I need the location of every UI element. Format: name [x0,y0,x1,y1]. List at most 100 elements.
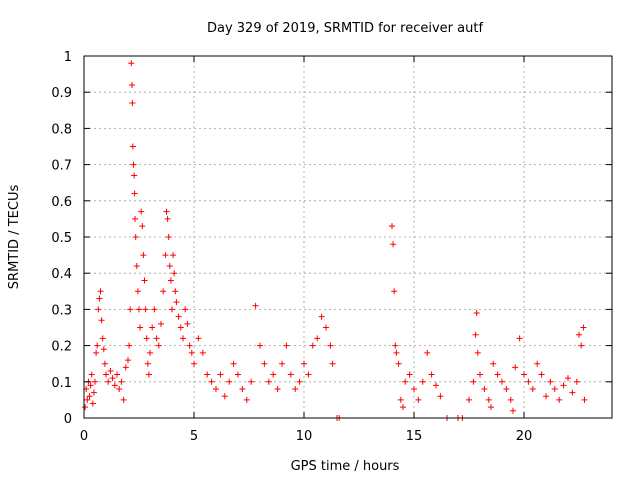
data-point [437,393,444,400]
data-point [186,342,193,349]
data-point [390,241,397,248]
data-point [160,288,167,295]
data-point [109,375,116,382]
data-point [133,262,140,269]
data-point [164,215,171,222]
data-point [128,60,135,67]
data-point [188,349,195,356]
data-point [137,324,144,331]
data-point [88,371,95,378]
data-point [466,396,472,403]
data-point [120,396,127,403]
y-tick-label: 0.8 [51,122,72,137]
data-point [521,371,527,378]
data-point [208,378,215,385]
data-point [392,342,399,349]
data-point [149,324,156,331]
data-point [131,172,138,179]
data-points [82,60,588,421]
data-point [389,223,395,230]
y-axis-label: SRMTID / TECUs [7,185,22,290]
x-tick-label: 10 [296,429,313,444]
y-tick-label: 0 [64,412,72,427]
data-point [538,371,545,378]
data-point [406,371,413,378]
y-tick-label: 0.3 [51,303,72,318]
data-point [565,375,571,382]
data-point [151,306,158,313]
data-point [400,404,406,411]
data-point [184,320,191,327]
data-point [516,335,523,342]
data-point [470,378,477,385]
data-point [323,324,329,331]
data-point [512,364,519,371]
data-point [411,386,417,393]
data-point [296,378,303,385]
data-point [503,386,510,393]
data-point [261,360,268,367]
data-point [100,346,107,353]
data-point [122,364,129,371]
data-point [221,393,228,400]
data-point [98,317,105,324]
data-point [134,288,141,295]
data-point [153,335,160,342]
data-point [239,386,246,393]
data-point [155,342,162,349]
data-point [217,371,224,378]
data-point [165,234,172,240]
data-point [473,310,480,317]
data-point [578,342,585,349]
data-point [99,335,106,342]
x-tick-label: 5 [190,429,198,444]
data-point [402,378,409,385]
data-point [111,382,118,389]
data-point [419,378,426,385]
data-point [235,371,241,378]
data-point [551,386,558,393]
data-point [507,396,514,403]
data-point [569,389,576,396]
data-point [163,208,170,215]
data-point [499,378,505,385]
data-point [525,378,532,385]
data-point [172,288,179,295]
data-point [86,393,93,400]
data-point [138,208,145,215]
data-point [182,306,189,313]
data-point [89,400,96,407]
axis-ticks: 00.10.20.30.40.50.60.70.80.910 5 10 15 20 [51,50,612,444]
data-point [82,404,89,411]
data-point [96,295,103,302]
data-point [125,357,131,364]
data-point [415,396,422,403]
data-point [204,371,211,378]
data-point [166,262,173,269]
data-point [97,288,104,295]
data-point [329,360,336,367]
data-point [226,378,233,385]
data-point [162,252,169,259]
data-point [257,342,263,349]
y-tick-label: 0.2 [51,340,72,355]
data-point [93,349,100,356]
data-point [318,313,325,320]
data-point [292,386,299,393]
data-point [171,270,178,277]
data-point [543,393,549,400]
grid-lines [84,56,612,418]
data-point [170,252,177,259]
data-point [314,335,321,342]
data-point [395,360,402,367]
data-point [132,234,139,240]
data-point [481,386,488,393]
data-point [287,371,294,378]
data-point [270,371,277,378]
data-point [580,324,587,331]
data-point [472,331,479,338]
data-point [560,382,567,389]
data-point [131,190,138,197]
data-point [510,407,516,414]
